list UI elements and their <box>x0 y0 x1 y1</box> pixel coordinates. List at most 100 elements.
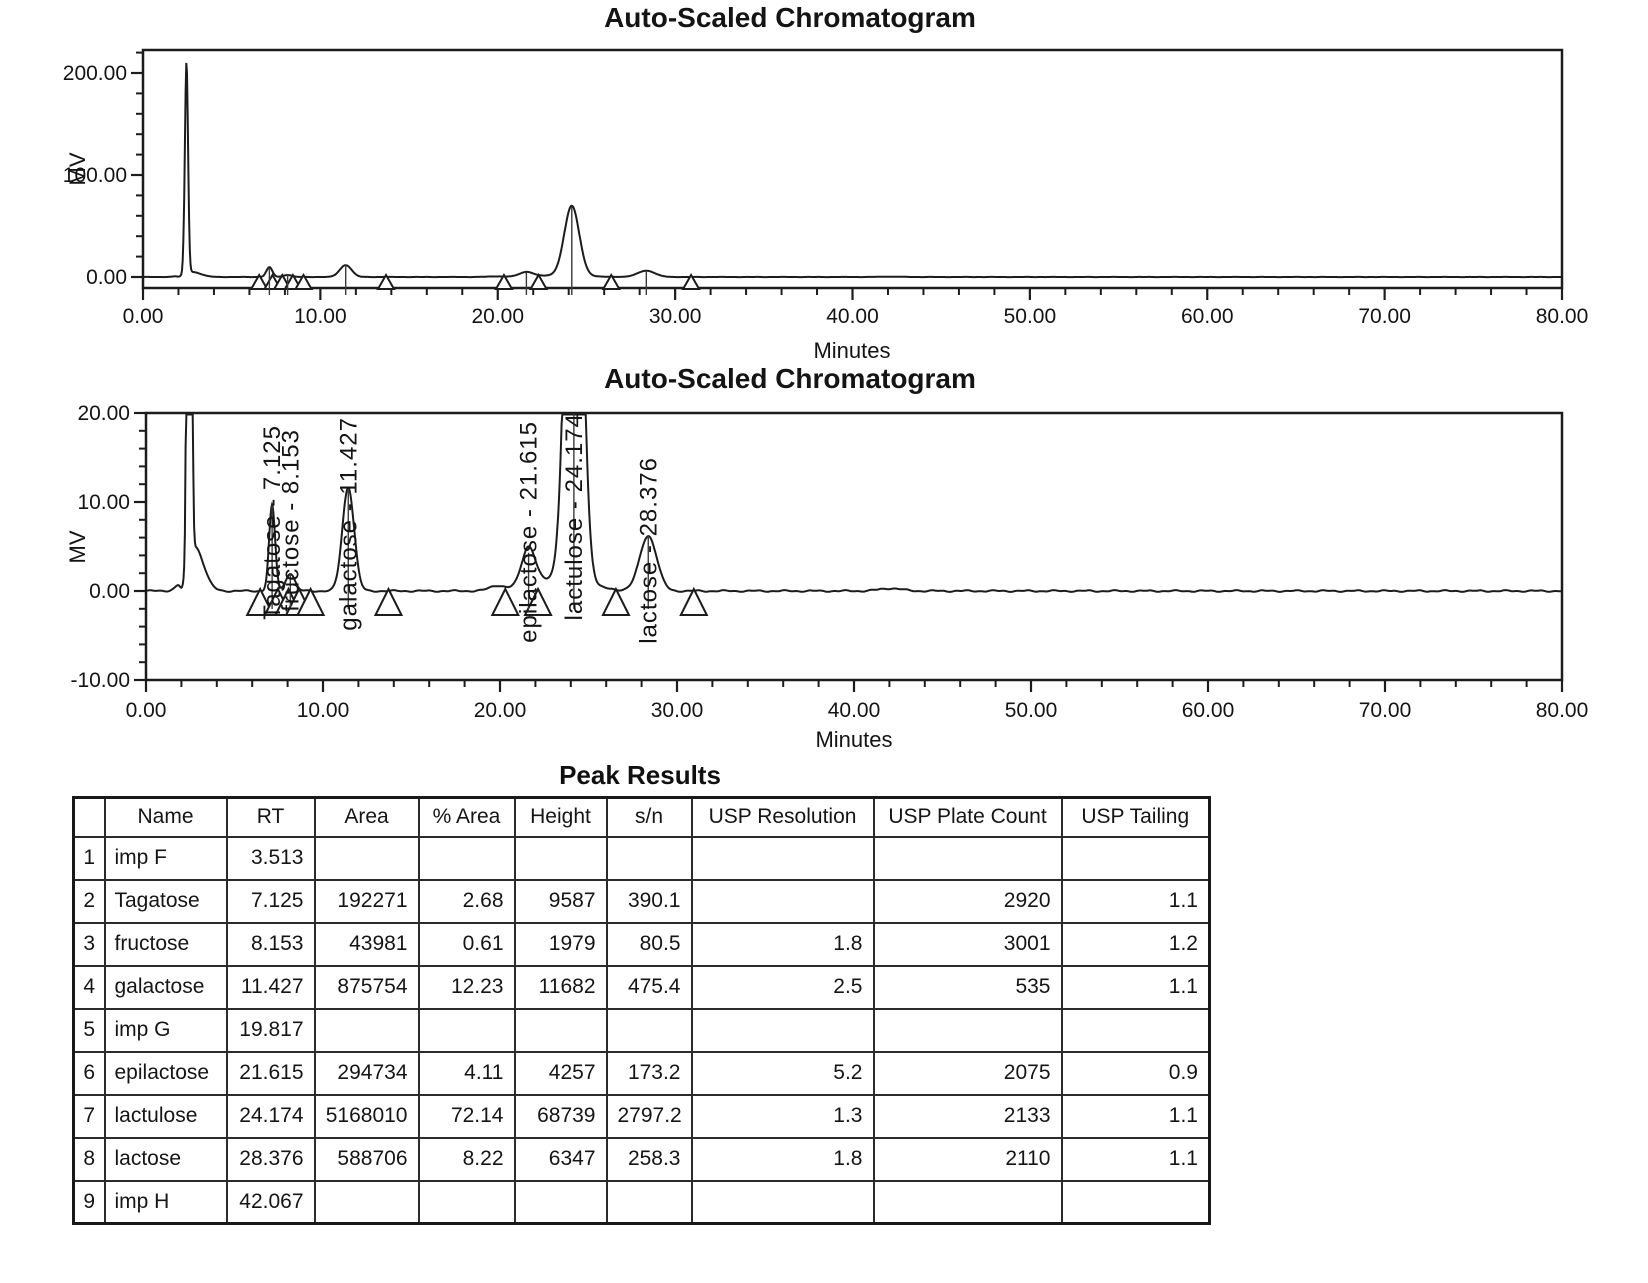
column-header-s-n: s/n <box>605 796 693 838</box>
cell-row8-height: 6347 <box>513 1136 608 1182</box>
cell-row1-usp-resolution <box>690 835 875 881</box>
x-tick-label: 10.00 <box>294 305 347 328</box>
x-tick-label: 70.00 <box>1359 699 1412 722</box>
cell-row5-usp-plate-count <box>872 1007 1063 1053</box>
integration-marker-triangle <box>376 272 396 290</box>
cell-row8-name: lactose <box>103 1136 228 1182</box>
peak-label: fructose - 8.153 <box>275 109 302 292</box>
peak-label: lactulose - 24.174 <box>561 413 588 620</box>
cell-row6-index: 6 <box>72 1050 106 1096</box>
x-tick-label: 80.00 <box>1536 305 1589 328</box>
cell-row5-name: imp G <box>103 1007 228 1053</box>
integration-marker-triangle <box>523 586 553 616</box>
peak-label: epilactose - 21.615 <box>516 421 543 643</box>
x-axis-label-top: Minutes <box>813 338 890 363</box>
cell-row2--area: 2.68 <box>417 878 516 924</box>
table-row-4: 4 galactose 11.427 875754 12.23 11682 475.4 2.5… <box>72 964 1211 1010</box>
cell-row7--area: 72.14 <box>417 1093 516 1139</box>
cell-row6-area: 294734 <box>313 1050 420 1096</box>
y-tick-label: 0.00 <box>89 580 130 603</box>
cell-row5-usp-tailing <box>1060 1007 1211 1053</box>
cell-row8-usp-plate-count: 2110 <box>872 1136 1063 1182</box>
cell-row4-s-n: 475.4 <box>605 964 693 1010</box>
cell-row1-rt: 3.513 <box>225 835 316 881</box>
x-tick-label: 20.00 <box>471 305 524 328</box>
cell-row5-rt: 19.817 <box>225 1007 316 1053</box>
cell-row2-area: 192271 <box>313 878 420 924</box>
table-row-1: 1 imp F 3.513 <box>72 835 1211 881</box>
integration-marker-triangle <box>679 586 709 616</box>
cell-row8-area: 588706 <box>313 1136 420 1182</box>
x-tick-label: 30.00 <box>649 305 702 328</box>
peak-label: epilactose - 21.615 <box>513 70 540 292</box>
peak-label: lactose - 28.376 <box>635 457 662 644</box>
peak-label: galactose - 11.427 <box>333 78 360 292</box>
cell-row5-area <box>313 1007 420 1053</box>
cell-row4-index: 4 <box>72 964 106 1010</box>
cell-row9-height <box>513 1179 608 1225</box>
cell-row1-index: 1 <box>72 835 106 881</box>
table-row-3: 3 fructose 8.153 43981 0.61 1979 80.5 1.8 3001 1.… <box>72 921 1211 967</box>
table-row-5: 5 imp G 19.817 <box>72 1007 1211 1053</box>
column-header-usp-tailing: USP Tailing <box>1060 796 1211 838</box>
cell-row7-s-n: 2797.2 <box>605 1093 693 1139</box>
y-tick-label: 200.00 <box>63 62 127 85</box>
integration-marker-triangle <box>293 272 314 290</box>
cell-row4-usp-tailing: 1.1 <box>1060 964 1211 1010</box>
y-tick-label: 100.00 <box>63 164 127 187</box>
integration-marker-triangle <box>494 272 514 290</box>
cell-row7-usp-tailing: 1.1 <box>1060 1093 1211 1139</box>
cell-row2-height: 9587 <box>513 878 608 924</box>
peak-label: galactose - 11.427 <box>335 417 362 631</box>
x-tick-label: 60.00 <box>1181 305 1234 328</box>
x-tick-label: 20.00 <box>474 699 527 722</box>
cell-row6--area: 4.11 <box>417 1050 516 1096</box>
integration-marker-triangle <box>245 586 275 616</box>
y-tick-label: 10.00 <box>77 491 130 514</box>
cell-row4-rt: 11.427 <box>225 964 316 1010</box>
x-tick-label: 10.00 <box>297 699 350 722</box>
x-tick-label: 0.00 <box>126 699 167 722</box>
table-row-2: 2 Tagatose 7.125 192271 2.68 9587 390.1 2920 1.1 <box>72 878 1211 924</box>
cell-row1-area <box>313 835 420 881</box>
x-tick-label: 70.00 <box>1358 305 1411 328</box>
x-tick-label: 0.00 <box>123 305 164 328</box>
x-tick-label: 40.00 <box>826 305 879 328</box>
column-header-name: Name <box>103 796 228 838</box>
peak-results-table: Name RT Area% Area Height s/n USP Resolution U… <box>72 796 1211 1225</box>
cell-row9-usp-plate-count <box>872 1179 1063 1225</box>
cell-row2-usp-tailing: 1.1 <box>1060 878 1211 924</box>
cell-row9-name: imp H <box>103 1179 228 1225</box>
chromatogram-plot-bottom: -10.00 0.00 10.00 20.00 0.00 10.00 20.00 30.00 4… <box>65 363 1588 752</box>
column-header-area: Area <box>313 796 420 838</box>
peak-results-section: Peak Results Name RT Area% Area Height s/n US… <box>72 760 1211 1225</box>
cell-row9-rt: 42.067 <box>225 1179 316 1225</box>
cell-row2-index: 2 <box>72 878 106 924</box>
cell-row9-index: 9 <box>72 1179 106 1225</box>
y-tick-label: 0.00 <box>86 266 127 289</box>
cell-row8-s-n: 258.3 <box>605 1136 693 1182</box>
cell-row6-name: epilactose <box>103 1050 228 1096</box>
cell-row2-s-n: 390.1 <box>605 878 693 924</box>
integration-marker-triangle <box>601 272 621 290</box>
peak-label: Tagatose - 7.125 <box>256 97 283 292</box>
cell-row6-rt: 21.615 <box>225 1050 316 1096</box>
column-header-height: Height <box>513 796 608 838</box>
chart-title-top: Auto-Scaled Chromatogram <box>604 2 976 33</box>
integration-marker-triangle <box>601 586 631 616</box>
cell-row1-height <box>513 835 608 881</box>
cell-row4-usp-resolution: 2.5 <box>690 964 875 1010</box>
cell-row2-rt: 7.125 <box>225 878 316 924</box>
peak-results-title: Peak Results <box>559 760 721 790</box>
y-axis-label-bottom: MV <box>65 530 90 563</box>
cell-row3--area: 0.61 <box>417 921 516 967</box>
cell-row3-rt: 8.153 <box>225 921 316 967</box>
chromatogram-plot-top: 0.00 100.00 200.00 0.00 10.00 20.00 30.00 40.00… <box>63 2 1589 363</box>
cell-row7-area: 5168010 <box>313 1093 420 1139</box>
cell-row6-s-n: 173.2 <box>605 1050 693 1096</box>
cell-row8-rt: 28.376 <box>225 1136 316 1182</box>
cell-row3-usp-plate-count: 3001 <box>872 921 1063 967</box>
cell-row4--area: 12.23 <box>417 964 516 1010</box>
x-axis-label-bottom: Minutes <box>815 727 892 752</box>
